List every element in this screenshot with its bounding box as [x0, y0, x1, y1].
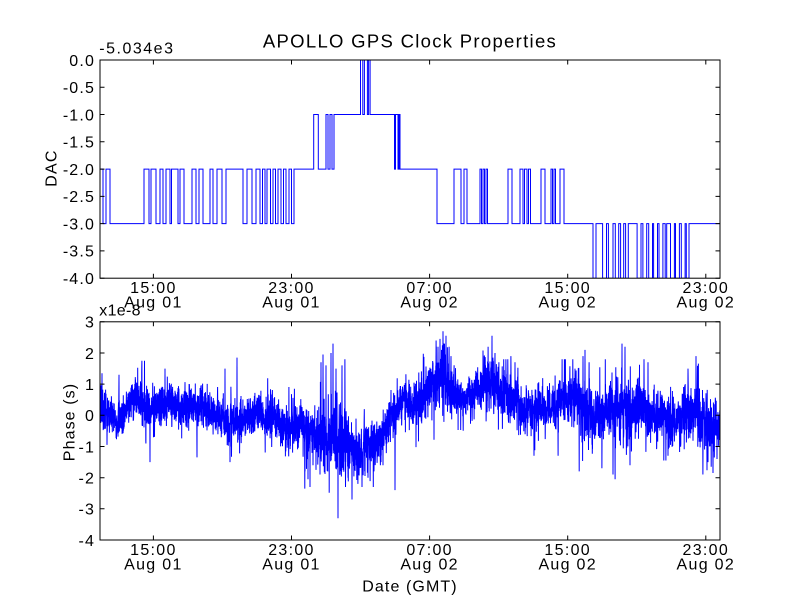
- svg-text:-4.0: -4.0: [63, 271, 95, 288]
- svg-text:Aug 02: Aug 02: [677, 556, 736, 573]
- svg-text:Aug 01: Aug 01: [262, 556, 321, 573]
- svg-text:23:00: 23:00: [268, 542, 315, 559]
- svg-text:-5.034e3: -5.034e3: [99, 40, 174, 57]
- svg-text:1: 1: [85, 377, 95, 394]
- svg-text:15:00: 15:00: [130, 542, 177, 559]
- svg-text:DAC: DAC: [44, 149, 61, 186]
- svg-text:23:00: 23:00: [268, 280, 315, 297]
- svg-text:APOLLO GPS Clock Properties: APOLLO GPS Clock Properties: [263, 31, 557, 52]
- svg-text:Aug 02: Aug 02: [538, 556, 597, 573]
- svg-text:15:00: 15:00: [544, 280, 591, 297]
- svg-text:-1: -1: [78, 439, 95, 456]
- svg-text:-3.5: -3.5: [63, 244, 95, 261]
- svg-text:Aug 02: Aug 02: [538, 295, 597, 312]
- svg-text:-2: -2: [78, 470, 95, 487]
- svg-text:Aug 02: Aug 02: [677, 295, 736, 312]
- svg-text:07:00: 07:00: [406, 542, 453, 559]
- svg-text:15:00: 15:00: [130, 280, 177, 297]
- svg-text:-2.0: -2.0: [63, 162, 95, 179]
- svg-text:07:00: 07:00: [406, 280, 453, 297]
- svg-text:0.0: 0.0: [69, 53, 95, 70]
- svg-text:-4: -4: [78, 533, 95, 550]
- svg-text:Aug 01: Aug 01: [262, 295, 321, 312]
- svg-text:Aug 02: Aug 02: [400, 556, 459, 573]
- svg-text:2: 2: [85, 346, 95, 363]
- svg-text:Date (GMT): Date (GMT): [362, 579, 457, 596]
- svg-text:23:00: 23:00: [683, 280, 730, 297]
- svg-text:3: 3: [85, 315, 95, 332]
- svg-text:-1.5: -1.5: [63, 135, 95, 152]
- svg-text:23:00: 23:00: [683, 542, 730, 559]
- svg-text:-3.0: -3.0: [63, 216, 95, 233]
- svg-text:-0.5: -0.5: [63, 80, 95, 97]
- svg-text:Aug 01: Aug 01: [124, 556, 183, 573]
- svg-text:Aug 02: Aug 02: [400, 295, 459, 312]
- svg-text:Phase (s): Phase (s): [62, 383, 79, 461]
- svg-text:Aug 01: Aug 01: [124, 295, 183, 312]
- svg-text:x1e-8: x1e-8: [99, 302, 141, 319]
- svg-text:-2.5: -2.5: [63, 189, 95, 206]
- svg-text:-3: -3: [78, 502, 95, 519]
- svg-text:15:00: 15:00: [544, 542, 591, 559]
- svg-text:0: 0: [85, 408, 95, 425]
- svg-text:-1.0: -1.0: [63, 107, 95, 124]
